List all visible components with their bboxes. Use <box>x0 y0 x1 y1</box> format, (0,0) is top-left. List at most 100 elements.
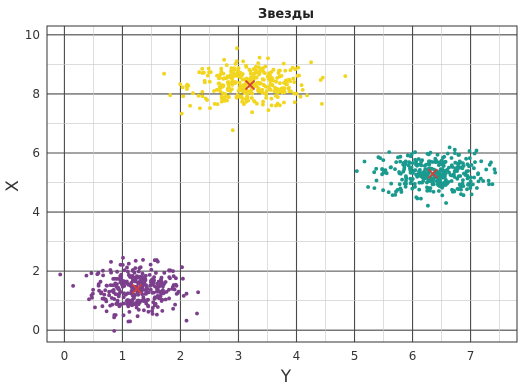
data-point <box>146 303 150 308</box>
y-tick-label: 6 <box>32 146 40 160</box>
data-point <box>400 177 404 182</box>
data-point <box>404 174 408 179</box>
data-point <box>71 284 75 288</box>
data-point <box>239 94 244 98</box>
data-point <box>240 72 245 76</box>
data-point <box>113 313 118 317</box>
data-point <box>372 186 377 191</box>
data-point <box>179 111 184 116</box>
data-point <box>136 307 141 312</box>
data-point <box>449 179 454 183</box>
data-point <box>115 269 119 274</box>
data-point <box>406 163 411 168</box>
data-point <box>90 295 94 300</box>
data-point <box>124 299 129 303</box>
data-point <box>260 68 265 72</box>
data-point <box>141 299 146 303</box>
data-point <box>155 312 159 317</box>
data-point <box>181 94 186 99</box>
data-point <box>403 159 408 164</box>
data-point <box>121 313 126 318</box>
data-point <box>278 81 282 85</box>
data-point <box>234 95 239 100</box>
data-point <box>219 96 224 101</box>
data-point <box>200 71 205 75</box>
data-point <box>206 66 211 71</box>
centroid-marker <box>131 283 143 294</box>
data-point <box>386 190 391 195</box>
data-point <box>490 182 495 187</box>
data-point <box>229 69 233 74</box>
data-point <box>144 291 149 296</box>
data-point <box>101 273 105 278</box>
data-point <box>372 170 377 175</box>
data-point <box>257 65 261 70</box>
data-point <box>450 189 455 194</box>
data-point <box>440 193 445 198</box>
data-point <box>126 269 130 274</box>
data-point <box>461 178 465 183</box>
data-point <box>403 184 408 189</box>
data-point <box>257 70 262 75</box>
data-point <box>125 265 129 270</box>
data-point <box>249 96 254 100</box>
data-point <box>225 98 229 103</box>
data-point <box>475 186 479 190</box>
data-point <box>102 292 107 297</box>
data-point <box>283 78 288 83</box>
data-point <box>489 160 493 165</box>
x-tick-label: 1 <box>119 349 127 363</box>
data-point <box>449 156 454 160</box>
data-point <box>399 188 403 192</box>
data-point <box>170 285 175 289</box>
data-point <box>196 290 201 295</box>
data-point <box>464 169 469 174</box>
data-point <box>225 75 230 80</box>
data-point <box>168 93 173 98</box>
data-point <box>125 291 130 296</box>
data-point <box>416 157 421 161</box>
data-point <box>222 57 227 62</box>
y-tick-label: 0 <box>32 323 40 337</box>
data-point <box>109 296 114 300</box>
data-point <box>404 178 408 183</box>
data-point <box>93 305 97 310</box>
data-point <box>283 81 288 86</box>
data-point <box>152 278 157 283</box>
data-point <box>467 164 471 169</box>
data-point <box>153 302 158 306</box>
y-axis-label: X <box>3 180 23 192</box>
data-point <box>107 293 111 298</box>
data-point <box>142 276 147 281</box>
data-point <box>414 195 419 200</box>
x-tick-label: 2 <box>177 349 185 363</box>
data-point <box>271 67 276 72</box>
data-point <box>269 96 274 101</box>
data-point <box>300 88 305 92</box>
data-point <box>275 76 279 80</box>
data-point <box>440 167 445 172</box>
data-point <box>427 177 432 182</box>
data-point <box>118 277 122 282</box>
data-point <box>443 174 447 179</box>
data-point <box>289 89 293 94</box>
data-point <box>152 296 157 301</box>
data-point <box>472 166 476 171</box>
data-point <box>320 102 324 106</box>
data-point <box>141 295 146 300</box>
data-point <box>155 294 160 298</box>
data-point <box>427 159 431 164</box>
data-point <box>111 288 116 292</box>
x-tick-label: 5 <box>351 349 359 363</box>
data-point <box>58 272 63 277</box>
data-point <box>266 108 271 113</box>
data-point <box>184 318 189 323</box>
grid <box>47 26 517 342</box>
data-point <box>362 159 367 164</box>
data-point <box>381 158 386 163</box>
data-point <box>148 287 153 292</box>
x-tick-label: 7 <box>467 349 475 363</box>
data-point <box>224 63 229 67</box>
data-point <box>181 294 186 298</box>
data-point <box>436 183 441 188</box>
